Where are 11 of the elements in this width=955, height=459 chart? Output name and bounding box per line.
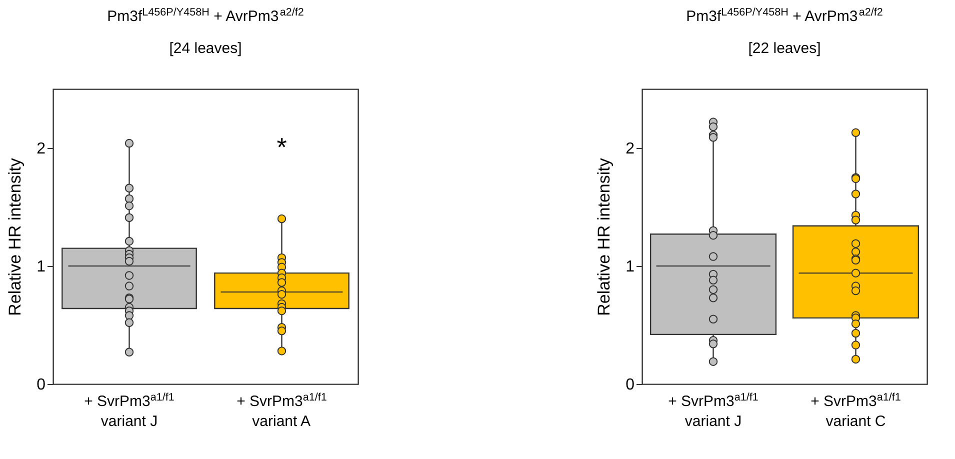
y-tick-label: 0 <box>36 376 46 394</box>
y-axis-title: Relative HR intensity <box>594 158 614 316</box>
chart-subtitle: [24 leaves] <box>169 40 242 57</box>
y-tick-label: 1 <box>626 258 635 276</box>
y-axis-title: Relative HR intensity <box>6 158 25 316</box>
y-tick-label: 2 <box>36 140 46 158</box>
chart-subtitle: [22 leaves] <box>748 40 821 57</box>
y-tick-label: 1 <box>36 258 46 276</box>
y-tick-label: 2 <box>626 140 635 158</box>
annotation: * <box>276 132 287 162</box>
y-tick-label: 0 <box>626 376 635 394</box>
